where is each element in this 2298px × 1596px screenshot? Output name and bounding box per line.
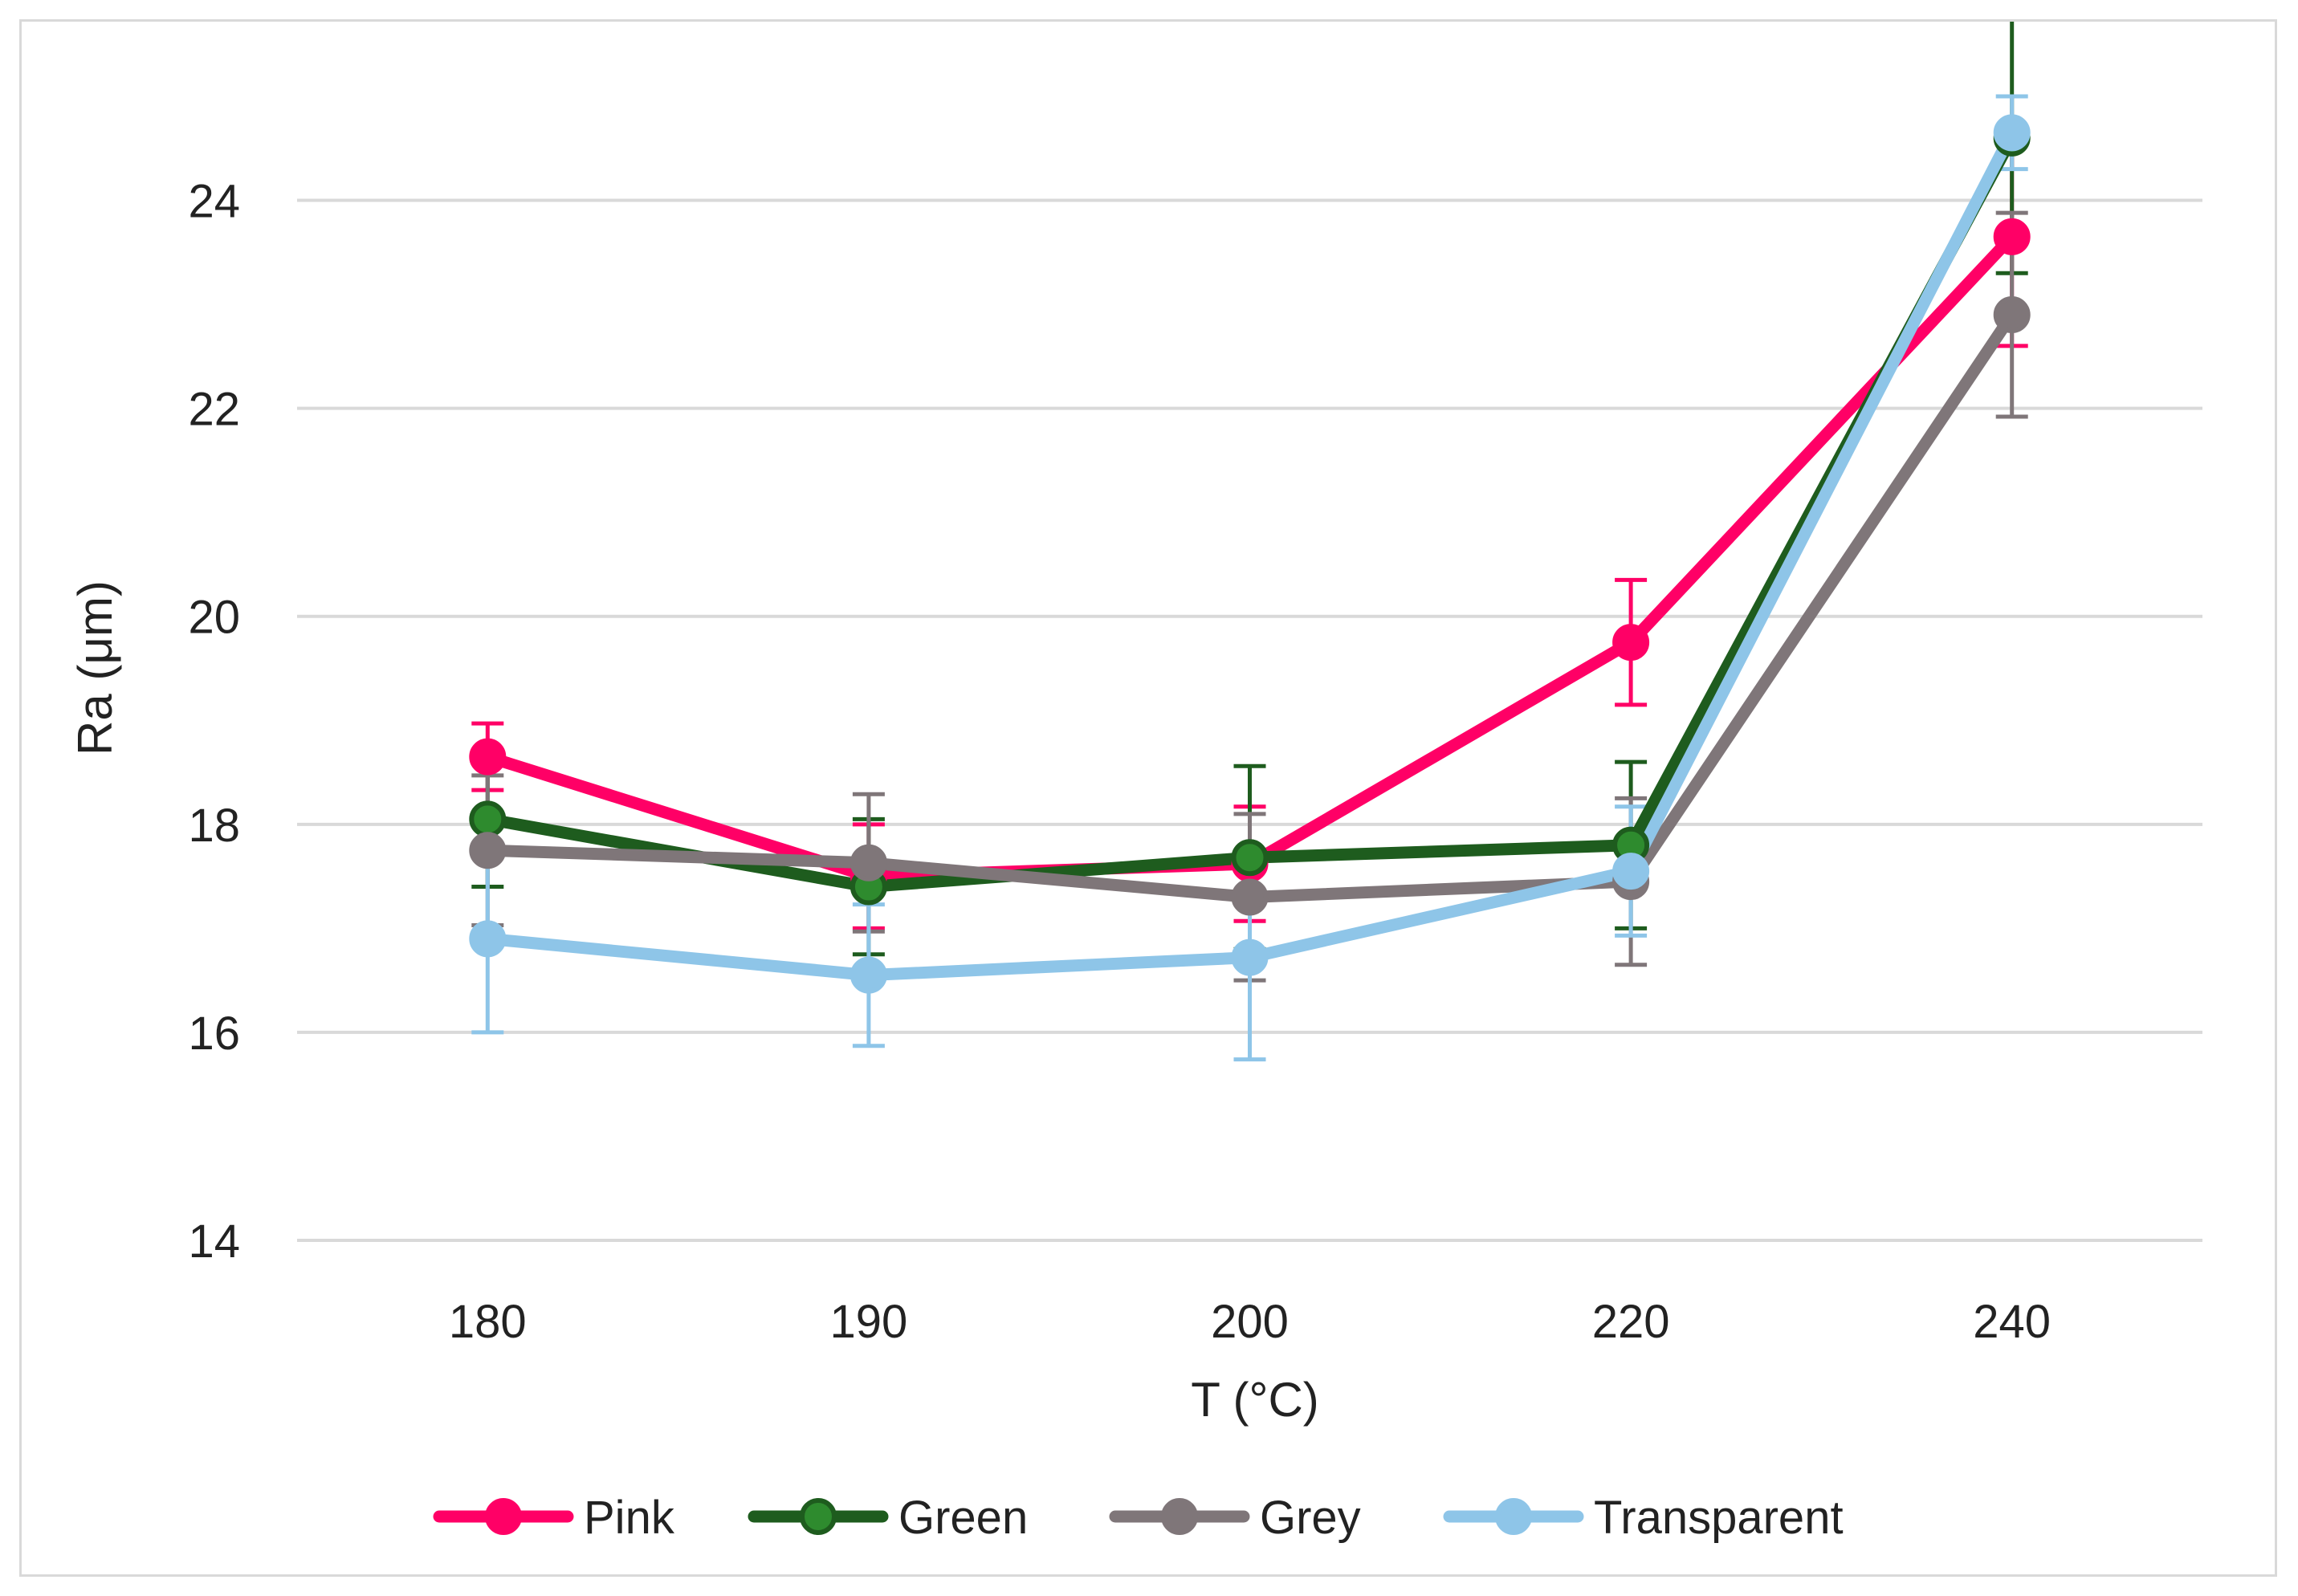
x-tick-label-190: 190 <box>830 1296 908 1348</box>
x-tick-label-240: 240 <box>1973 1296 2051 1348</box>
y-axis-label: Ra (μm) <box>68 580 122 755</box>
legend-item-transparent-marker <box>1495 1498 1532 1535</box>
y-tick-label-20: 20 <box>188 592 240 644</box>
legend-item-grey-label: Grey <box>1260 1492 1361 1544</box>
chart-frame: 14 16 18 20 22 24 180 190 200 220 240 T (°C) Ra (… <box>19 19 2277 1577</box>
x-axis-label: T (°C) <box>1191 1373 1319 1427</box>
legend-item-pink-label: Pink <box>584 1492 675 1544</box>
gridlines <box>297 198 2202 1242</box>
x-tick-label-180: 180 <box>449 1296 527 1348</box>
legend-item-grey: Grey <box>1109 1492 1361 1544</box>
y-tick-label-24: 24 <box>188 176 240 228</box>
y-tick-label-18: 18 <box>188 800 240 852</box>
x-tick-label-220: 220 <box>1592 1296 1670 1348</box>
legend-item-green: Green <box>748 1492 1028 1544</box>
data-point-transparent-240 <box>1993 114 2031 152</box>
y-tick-label-16: 16 <box>188 1008 240 1060</box>
data-point-green-180 <box>469 800 507 838</box>
legend-item-transparent: Transparent <box>1443 1492 1844 1544</box>
y-tick-labels: 14 16 18 20 22 24 <box>188 176 240 1268</box>
line-chart: 14 16 18 20 22 24 180 190 200 220 240 T (°C) Ra (… <box>68 22 2202 1544</box>
data-point-pink-240 <box>1993 218 2031 255</box>
data-point-grey-240 <box>1993 296 2031 334</box>
legend-item-green-marker <box>800 1498 837 1535</box>
data-point-transparent-180 <box>469 920 507 958</box>
legend-item-transparent-label: Transparent <box>1594 1492 1844 1544</box>
data-point-pink-180 <box>469 738 507 776</box>
series-markers <box>469 114 2031 994</box>
y-tick-label-22: 22 <box>188 384 240 436</box>
data-point-transparent-220 <box>1612 853 1650 890</box>
data-point-transparent-200 <box>1231 938 1269 976</box>
y-tick-label-14: 14 <box>188 1215 240 1268</box>
data-point-grey-180 <box>469 832 507 869</box>
data-point-grey-200 <box>1231 878 1269 916</box>
data-point-pink-220 <box>1612 624 1650 662</box>
legend-item-pink-marker <box>485 1498 522 1535</box>
legend-item-pink: Pink <box>433 1492 675 1544</box>
x-tick-label-200: 200 <box>1211 1296 1289 1348</box>
legend-item-grey-marker <box>1161 1498 1198 1535</box>
data-point-grey-190 <box>850 844 887 881</box>
data-point-transparent-190 <box>850 956 887 994</box>
x-tick-labels: 180 190 200 220 240 <box>449 1296 2051 1348</box>
legend: Pink Green Grey Transparent <box>433 1492 1844 1544</box>
legend-item-green-label: Green <box>898 1492 1028 1544</box>
data-point-green-200 <box>1231 839 1269 877</box>
